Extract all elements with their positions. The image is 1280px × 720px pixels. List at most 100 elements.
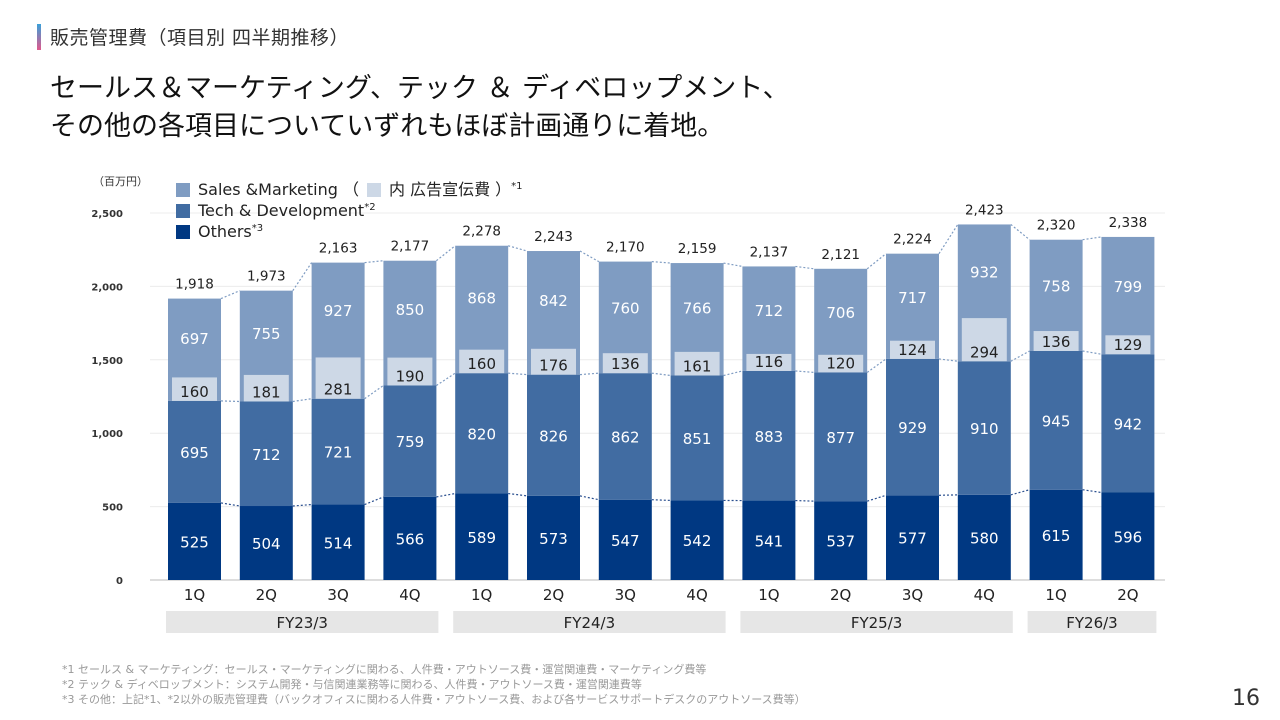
bar-segment-tech-dev xyxy=(383,385,437,497)
data-label-total: 2,163 xyxy=(319,241,358,257)
legend-swatch-others xyxy=(176,224,190,239)
data-label-total: 2,278 xyxy=(462,224,501,240)
data-label-sales-marketing: 927 xyxy=(324,302,353,320)
data-label-others: 566 xyxy=(396,530,425,548)
y-tick-label: 1,500 xyxy=(91,356,123,367)
bar-segment-others xyxy=(311,504,365,580)
bar-segment-others xyxy=(527,495,580,580)
data-label-total: 2,423 xyxy=(965,202,1004,218)
bar-segment-tech-dev xyxy=(527,374,580,496)
data-label-others: 542 xyxy=(683,532,712,550)
data-label-tech-dev: 862 xyxy=(611,428,640,446)
data-label-sales-marketing: 868 xyxy=(467,290,496,308)
data-label-total: 2,121 xyxy=(821,247,860,263)
legend-label-advertising: 内 広告宣伝費 ） xyxy=(388,180,512,199)
data-label-others: 537 xyxy=(826,533,855,551)
bar-segment-advertising xyxy=(818,354,864,373)
bar-segment-advertising xyxy=(531,348,576,375)
bar-segment-advertising xyxy=(243,374,289,402)
data-label-sales-marketing: 932 xyxy=(970,263,999,281)
data-label-total: 2,137 xyxy=(750,244,789,260)
fy-label: FY23/3 xyxy=(276,614,327,632)
connector-line xyxy=(867,494,887,502)
connector-line xyxy=(1082,350,1102,355)
bar-segment-advertising xyxy=(315,357,361,399)
data-label-others: 514 xyxy=(324,534,353,552)
data-label-tech-dev: 929 xyxy=(898,419,927,437)
data-label-others: 577 xyxy=(898,530,927,548)
y-tick-label: 0 xyxy=(116,576,123,587)
connector-line xyxy=(292,503,312,507)
data-label-advertising: 116 xyxy=(755,353,784,371)
bar-segment-others xyxy=(1029,489,1083,580)
data-label-tech-dev: 910 xyxy=(970,420,999,438)
footnote-2: *2 テック & ディベロップメント：システム開発・与信関連業務等に関わる、人件… xyxy=(62,678,642,691)
connector-line xyxy=(795,499,815,502)
data-label-advertising: 136 xyxy=(611,355,640,373)
connector-line xyxy=(579,250,600,263)
connector-line xyxy=(220,290,241,300)
data-label-advertising: 160 xyxy=(467,355,496,373)
data-label-others: 615 xyxy=(1042,527,1071,545)
data-label-total: 2,224 xyxy=(893,232,932,248)
fy-label: FY26/3 xyxy=(1066,614,1117,632)
headline: セールス＆マーケティング、テック ＆ ディベロップメント、 その他の各項目につい… xyxy=(50,70,790,146)
connector-line xyxy=(1010,489,1030,496)
connector-line xyxy=(651,499,671,502)
data-label-others: 547 xyxy=(611,532,640,550)
connector-line xyxy=(508,245,528,252)
bar-segment-advertising xyxy=(172,377,217,401)
bar-segment-advertising xyxy=(387,357,433,386)
x-tick-label: 2Q xyxy=(830,586,851,604)
data-label-sales-marketing: 758 xyxy=(1042,277,1071,295)
bar-segment-tech-dev xyxy=(455,373,509,494)
x-tick-label: 1Q xyxy=(184,586,205,604)
data-label-sales-marketing: 799 xyxy=(1114,278,1143,296)
bar-segment-tech-dev xyxy=(239,401,293,507)
x-tick-label: 2Q xyxy=(256,586,277,604)
data-label-advertising: 294 xyxy=(970,343,999,361)
bar-segment-others xyxy=(239,506,293,580)
connector-line xyxy=(364,496,384,506)
connector-line xyxy=(651,372,671,377)
bar-segment-tech-dev xyxy=(957,361,1011,495)
data-label-others: 541 xyxy=(755,532,784,550)
legend-item-sales-marketing: Sales &Marketing （ 内 広告宣伝費 ） *1 xyxy=(176,179,523,200)
connector-line xyxy=(1010,223,1030,241)
x-tick-label: 1Q xyxy=(471,586,492,604)
data-label-tech-dev: 945 xyxy=(1042,412,1071,430)
footnote-3: *3 その他：上記*1、*2以外の販売管理費（バックオフィスに関わる人件費・アウ… xyxy=(62,693,806,706)
page-number: 16 xyxy=(1232,686,1260,711)
connector-line xyxy=(436,492,456,498)
data-label-advertising: 161 xyxy=(683,358,712,376)
data-label-tech-dev: 883 xyxy=(755,428,784,446)
bar-segment-tech-dev xyxy=(598,373,652,500)
connector-line xyxy=(579,372,599,376)
connector-line xyxy=(508,372,528,376)
fy-band xyxy=(740,611,1013,633)
connector-line xyxy=(795,370,815,374)
x-tick-label: 4Q xyxy=(399,586,420,604)
legend-note-1: *1 xyxy=(511,181,523,192)
data-label-advertising: 124 xyxy=(898,341,927,359)
legend-label-others: Others xyxy=(198,222,252,241)
y-tick-label: 2,000 xyxy=(91,282,123,293)
x-tick-label: 1Q xyxy=(758,586,779,604)
bar-segment-others xyxy=(742,500,796,580)
data-label-others: 525 xyxy=(180,533,209,551)
section-title: 販売管理費（項目別 四半期推移） xyxy=(50,27,350,49)
connector-line xyxy=(220,400,240,403)
bar-segment-others xyxy=(598,499,652,580)
connector-line xyxy=(651,260,671,264)
data-label-total: 2,159 xyxy=(678,241,717,257)
data-label-advertising: 120 xyxy=(826,354,855,372)
connector-line xyxy=(1082,489,1102,494)
legend-note-3: *3 xyxy=(251,223,264,234)
data-label-sales-marketing: 842 xyxy=(539,292,568,310)
data-label-tech-dev: 826 xyxy=(539,427,568,445)
data-label-total: 2,170 xyxy=(606,240,645,256)
bar-segment-advertising xyxy=(746,353,792,371)
connector-line xyxy=(436,245,456,262)
bar-segment-advertising xyxy=(1105,335,1151,355)
data-label-sales-marketing: 712 xyxy=(755,302,784,320)
